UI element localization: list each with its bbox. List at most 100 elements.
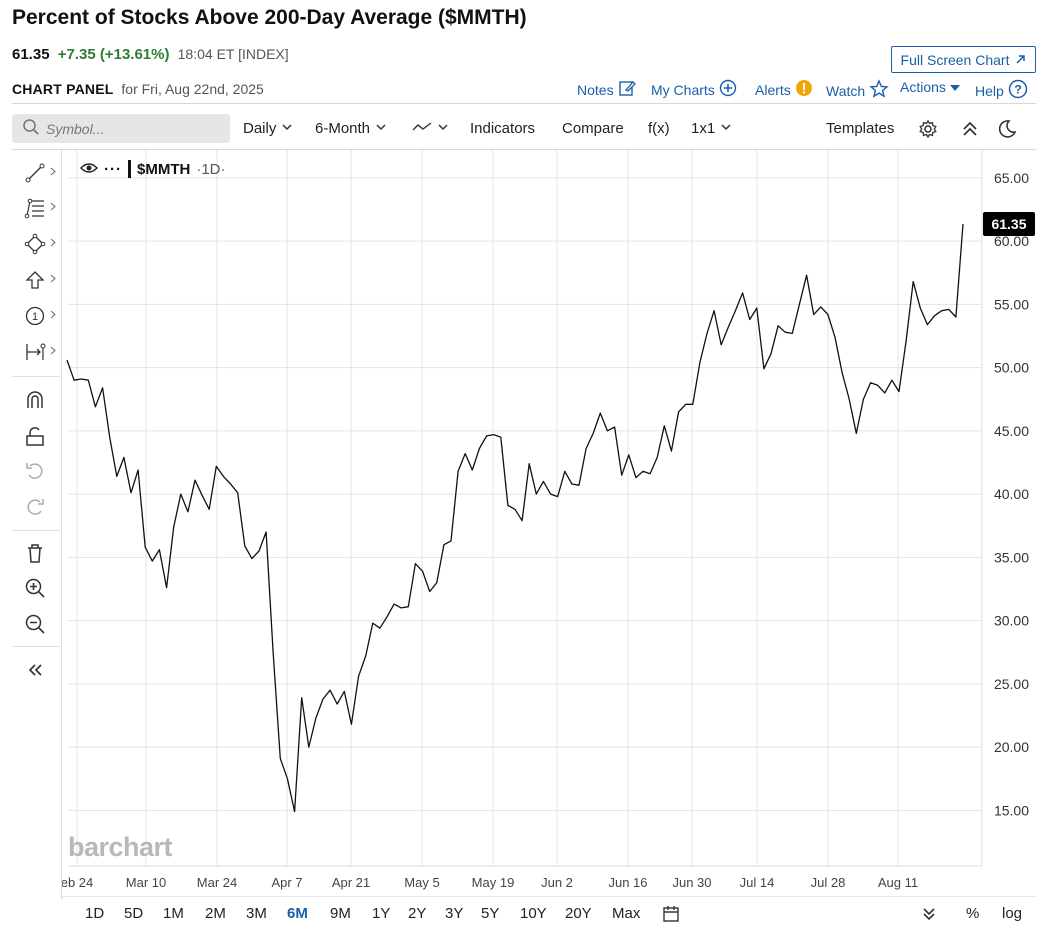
range-5y[interactable]: 5Y [481, 905, 500, 922]
settings-gear-icon[interactable] [918, 119, 938, 139]
zoom-in-tool[interactable] [22, 573, 70, 603]
layout-label: 1x1 [691, 120, 716, 137]
chart-panel-title: CHART PANEL [12, 81, 114, 97]
annotation-tool[interactable]: 1 [22, 301, 70, 331]
range-1y[interactable]: 1Y [372, 905, 391, 922]
last-value-label: 61.35 [991, 216, 1026, 232]
range-9m[interactable]: 9M [330, 905, 351, 922]
shapes-tool[interactable] [22, 229, 70, 259]
arrow-tool[interactable] [22, 265, 70, 295]
chart-legend: ··· $MMTH ·1D· [80, 160, 226, 178]
range-1d[interactable]: 1D [85, 905, 105, 922]
price-chart[interactable]: 65.00 60.00 55.00 50.00 45.00 40.00 35.00 30.00… [62, 150, 1042, 898]
range-3y[interactable]: 3Y [445, 905, 464, 922]
chevron-down-icon [376, 123, 386, 134]
chart-type-dropdown[interactable] [412, 120, 448, 137]
watch-label: Watch [826, 82, 866, 99]
function-button[interactable]: f(x) [648, 120, 670, 137]
range-1m[interactable]: 1M [163, 905, 184, 922]
y-tick-label: 15.00 [994, 802, 1029, 818]
full-screen-chart-button[interactable]: Full Screen Chart [891, 46, 1036, 73]
range-20y[interactable]: 20Y [565, 905, 592, 922]
trash-icon [22, 540, 48, 566]
header-divider [12, 103, 1036, 104]
fib-tool[interactable] [22, 193, 70, 223]
symbol-search-input[interactable]: Symbol... [12, 114, 230, 143]
trendline-icon [22, 160, 48, 186]
x-tick-label: Jun 30 [672, 875, 711, 890]
layout-dropdown[interactable]: 1x1 [691, 120, 731, 137]
collapse-up-icon[interactable] [962, 120, 978, 138]
star-icon [869, 79, 889, 102]
chevron-down-icon [282, 123, 292, 134]
last-value-tag [983, 212, 1035, 237]
x-tick-label: Jun 16 [608, 875, 647, 890]
dark-mode-moon-icon[interactable] [997, 119, 1017, 139]
y-tick-label: 65.00 [994, 170, 1029, 186]
measure-tool[interactable] [22, 337, 70, 367]
chevron-right-icon [50, 202, 56, 214]
legend-symbol: $MMTH [137, 160, 191, 178]
x-tick-label: May 19 [472, 875, 515, 890]
range-max[interactable]: Max [612, 905, 641, 922]
y-tick-label: 60.00 [994, 233, 1029, 249]
help-icon: ? [1008, 79, 1028, 102]
more-options-icon[interactable]: ··· [104, 160, 122, 178]
legend-interval: ·1D· [196, 160, 226, 178]
search-icon [22, 118, 40, 139]
range-3m[interactable]: 3M [246, 905, 267, 922]
symbol-placeholder: Symbol... [46, 120, 105, 137]
expand-arrow-icon [1015, 52, 1026, 68]
edit-note-icon [618, 79, 636, 100]
percent-scale-toggle[interactable]: % [966, 905, 980, 922]
magnet-tool[interactable] [22, 385, 70, 415]
undo-tool[interactable] [22, 456, 70, 486]
quote-meta: 18:04 ET [INDEX] [177, 46, 289, 62]
chevron-right-icon [50, 346, 56, 358]
y-tick-label: 50.00 [994, 360, 1029, 376]
indicators-button[interactable]: Indicators [470, 120, 536, 137]
lock-tool[interactable] [22, 421, 70, 451]
period-dropdown[interactable]: 6-Month [315, 120, 386, 137]
y-tick-label: 25.00 [994, 676, 1029, 692]
range-5d[interactable]: 5D [124, 905, 144, 922]
compare-button[interactable]: Compare [562, 120, 624, 137]
trendline-tool[interactable] [22, 158, 70, 188]
delete-tool[interactable] [22, 538, 70, 568]
range-10y[interactable]: 10Y [520, 905, 547, 922]
collapse-toolbar-button[interactable] [22, 655, 70, 685]
series-line [66, 223, 964, 813]
shapes-icon [22, 231, 48, 257]
double-chevron-down-icon[interactable] [922, 906, 936, 927]
add-circle-icon [719, 79, 737, 100]
svg-text:1: 1 [32, 311, 38, 323]
calendar-icon[interactable] [662, 905, 680, 928]
redo-tool[interactable] [22, 492, 70, 522]
chart-area[interactable]: 65.00 60.00 55.00 50.00 45.00 40.00 35.00 30.00… [62, 150, 1035, 890]
x-tick-label: Jul 14 [740, 875, 775, 890]
range-2y[interactable]: 2Y [408, 905, 427, 922]
chart-panel-date: for Fri, Aug 22nd, 2025 [121, 81, 264, 97]
actions-menu[interactable]: Actions [900, 79, 960, 95]
log-scale-toggle[interactable]: log [1002, 905, 1023, 922]
last-price: 61.35 [12, 46, 50, 63]
zoom-out-tool[interactable] [22, 609, 70, 639]
chevron-down-icon [438, 123, 448, 134]
page-title: Percent of Stocks Above 200-Day Average … [12, 6, 527, 29]
x-tick-label: Apr 21 [332, 875, 370, 890]
redo-icon [22, 494, 48, 520]
help-link[interactable]: Help ? [975, 79, 1028, 102]
eye-icon[interactable] [80, 161, 98, 178]
interval-dropdown[interactable]: Daily [243, 120, 292, 137]
range-2m[interactable]: 2M [205, 905, 226, 922]
chevron-right-icon [50, 310, 56, 322]
my-charts-link[interactable]: My Charts [651, 79, 737, 100]
full-screen-label: Full Screen Chart [900, 51, 1010, 68]
x-tick-label: Mar 24 [197, 875, 237, 890]
templates-button[interactable]: Templates [826, 120, 895, 137]
alerts-link[interactable]: Alerts [755, 79, 813, 100]
watch-link[interactable]: Watch [826, 79, 889, 102]
toolbar-separator [12, 646, 60, 647]
notes-link[interactable]: Notes [577, 79, 636, 100]
range-6m[interactable]: 6M [287, 905, 308, 922]
